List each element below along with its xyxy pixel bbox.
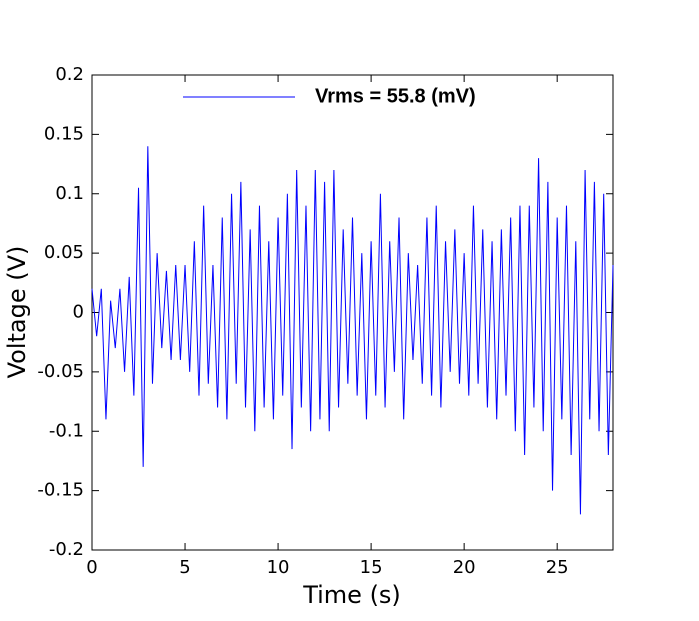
y-tick-label: 0.05	[44, 242, 84, 263]
x-axis-label: Time (s)	[302, 581, 401, 609]
y-tick-label: -0.05	[37, 361, 84, 382]
y-tick-label: 0.1	[55, 183, 84, 204]
data-line	[91, 146, 614, 515]
x-tick-label: 10	[267, 557, 290, 578]
x-tick-label: 5	[179, 557, 190, 578]
y-tick-label: -0.2	[49, 539, 84, 560]
plot-frame	[91, 74, 614, 551]
legend-label: Vrms = 55.8 (mV)	[315, 85, 476, 107]
x-tick-label: 20	[453, 557, 476, 578]
y-tick-label: 0	[73, 302, 84, 323]
y-tick-label: 0.2	[55, 64, 84, 85]
x-tick-label: 0	[86, 557, 97, 578]
y-tick-label: -0.15	[37, 480, 84, 501]
y-tick-label: 0.15	[44, 123, 84, 144]
x-tick-label: 15	[360, 557, 383, 578]
x-tick-label: 25	[546, 557, 569, 578]
y-tick-label: -0.1	[49, 420, 84, 441]
y-axis-label: Voltage (V)	[3, 246, 31, 379]
